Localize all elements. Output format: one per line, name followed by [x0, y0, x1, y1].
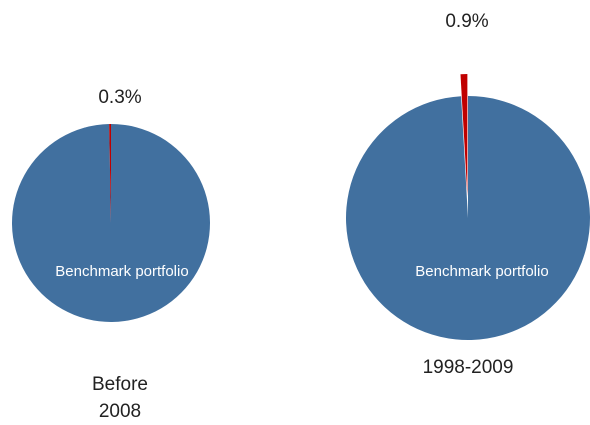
pie-slice	[460, 74, 468, 197]
pie-slice	[11, 124, 210, 322]
pie-slice	[345, 96, 590, 341]
value-label: 0.9%	[445, 11, 488, 32]
value-label: 0.3%	[98, 87, 141, 108]
caption: 1998-2009	[423, 357, 514, 378]
caption: 2008	[99, 401, 141, 422]
caption: Before	[92, 374, 148, 395]
slice-label: Benchmark portfolio	[415, 263, 548, 280]
pie-slice	[109, 124, 111, 223]
slice-label: Benchmark portfolio	[55, 263, 188, 280]
